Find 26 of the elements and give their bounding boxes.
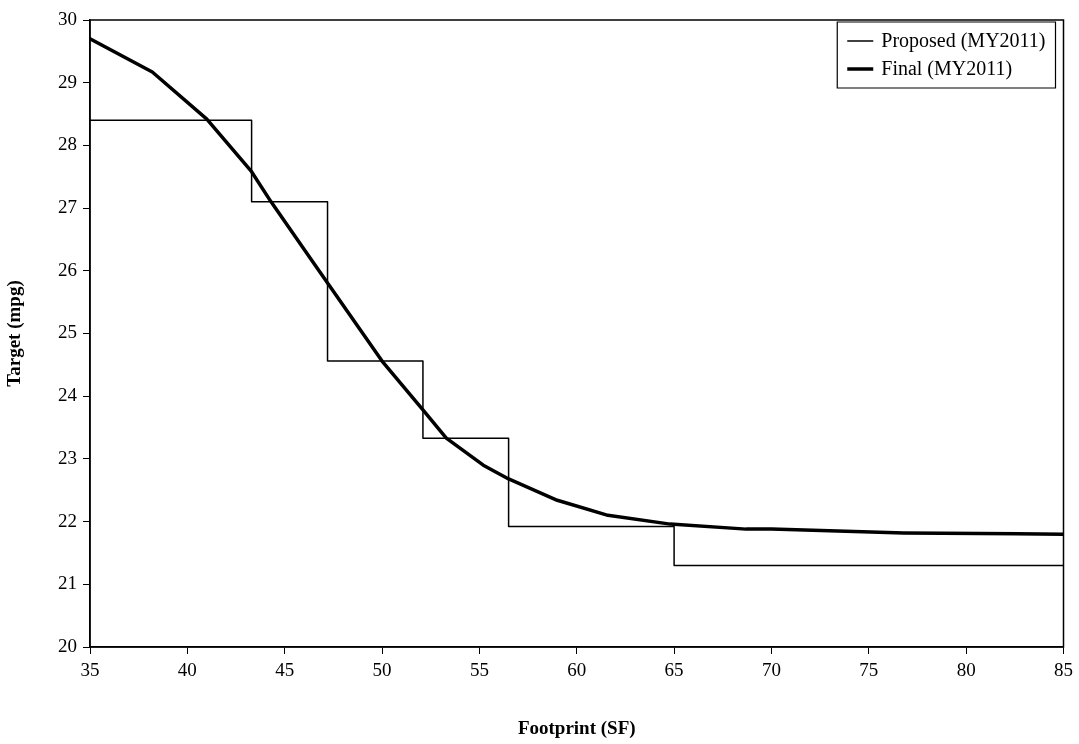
x-tick-label: 70 [761, 659, 781, 681]
legend-label: Proposed (MY2011) [881, 29, 1046, 53]
y-tick-label: 20 [58, 634, 77, 656]
x-tick-label: 80 [956, 659, 976, 681]
x-tick-label: 60 [567, 659, 587, 681]
x-tick-label: 65 [664, 659, 684, 681]
y-tick-label: 23 [58, 446, 77, 468]
y-tick-label: 26 [58, 258, 77, 280]
x-tick-label: 55 [469, 659, 489, 681]
legend-label: Final (MY2011) [881, 57, 1013, 81]
y-tick-label: 29 [58, 70, 77, 92]
x-tick-label: 40 [177, 659, 197, 681]
x-tick-label: 35 [80, 659, 100, 681]
y-tick-label: 24 [58, 384, 78, 406]
x-tick-label: 45 [275, 659, 295, 681]
y-tick-label: 22 [58, 509, 77, 531]
x-tick-label: 75 [859, 659, 879, 681]
x-tick-label: 85 [1054, 659, 1073, 681]
y-tick-label: 28 [58, 133, 77, 155]
x-tick-label: 50 [372, 659, 392, 681]
y-tick-label: 21 [58, 572, 77, 594]
y-tick-label: 25 [58, 321, 77, 343]
y-axis-title: Target (mpg) [3, 280, 26, 387]
y-tick-label: 30 [58, 7, 77, 29]
x-axis-title: Footprint (SF) [517, 716, 636, 739]
y-tick-label: 27 [58, 196, 77, 218]
